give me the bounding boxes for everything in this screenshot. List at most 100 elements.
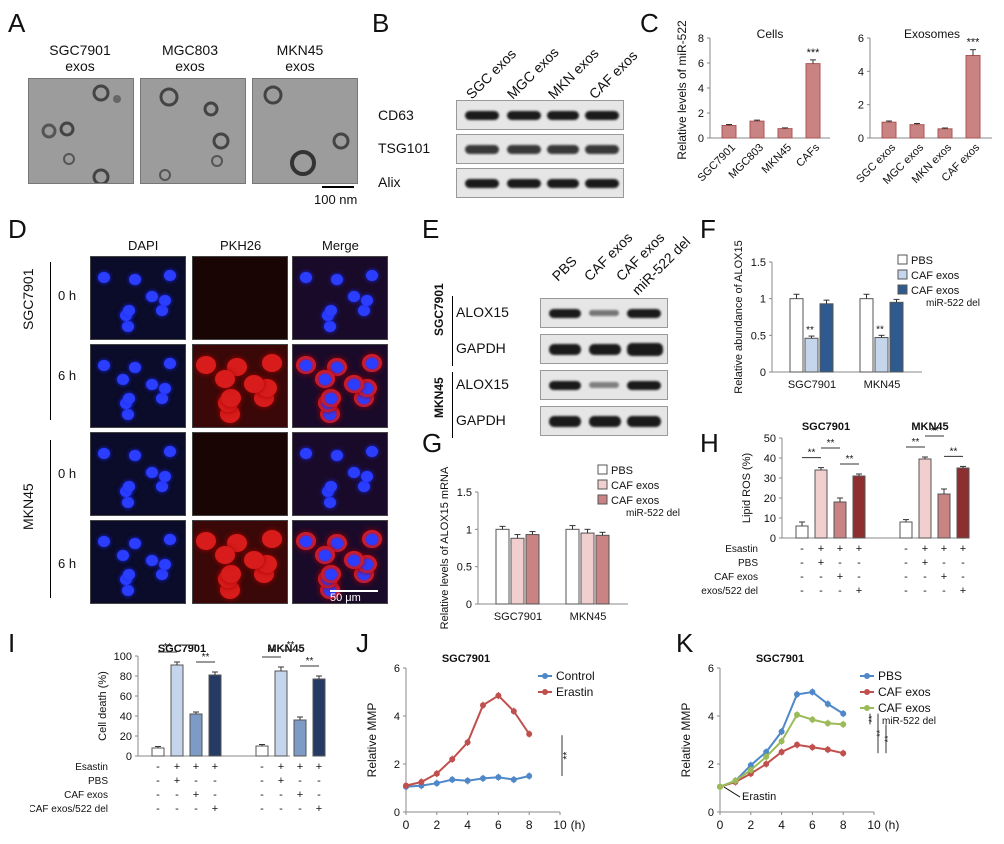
y-tick-label: 1 xyxy=(466,524,472,536)
y-tick-label: 40 xyxy=(120,711,132,723)
condition-sign: - xyxy=(279,803,283,815)
condition-sign: - xyxy=(942,585,946,597)
condition-sign: - xyxy=(819,571,823,583)
legend-label: CAF exos xyxy=(911,285,960,297)
group-label-mkn: MKN45 xyxy=(20,483,36,530)
bar xyxy=(852,475,866,539)
legend-marker xyxy=(864,705,870,711)
time-label: 6 h xyxy=(58,556,77,571)
fluorescence-image xyxy=(90,520,186,604)
condition-sign: + xyxy=(174,761,180,773)
legend-label: miR-522 del xyxy=(882,716,936,727)
condition-label: CAF exos xyxy=(714,572,758,583)
y-tick-label: 6 xyxy=(858,33,864,45)
annotation-label: Erastin xyxy=(742,791,776,803)
y-tick-label: 2 xyxy=(394,759,400,771)
group-title: MKN45 xyxy=(911,421,948,433)
group-label-mkn: MKN45 xyxy=(432,377,446,418)
bar xyxy=(170,664,184,757)
condition-sign: - xyxy=(904,543,908,555)
annotation-arrow xyxy=(723,786,741,798)
panel-label-f: F xyxy=(700,214,716,244)
legend-label: CAF exos xyxy=(911,270,960,282)
condition-sign: - xyxy=(156,775,160,787)
col-label-merge: Merge xyxy=(322,238,359,253)
legend-label: CAF exos xyxy=(611,495,660,507)
col-label-dapi: DAPI xyxy=(128,238,159,253)
condition-sign: - xyxy=(838,585,842,597)
legend-label: miR-522 del xyxy=(926,298,980,309)
condition-sign: - xyxy=(260,789,264,801)
x-axis-label: (h) xyxy=(885,818,900,832)
y-tick-label: 20 xyxy=(764,493,776,505)
condition-label: Esastin xyxy=(75,762,108,773)
y-axis-label: Relative MMP xyxy=(679,703,693,778)
condition-sign: + xyxy=(212,803,218,815)
fluorescence-image xyxy=(192,520,288,604)
condition-sign: - xyxy=(800,571,804,583)
legend-label: CAF exos xyxy=(611,480,660,492)
condition-sign: - xyxy=(923,585,927,597)
x-tick-label: 0 xyxy=(403,818,410,832)
significance-marker: ** xyxy=(808,448,816,459)
y-tick-label: 6 xyxy=(708,663,714,675)
chart-title: SGC7901 xyxy=(756,653,804,665)
bar xyxy=(189,713,203,757)
condition-label: CAF exos/522 del xyxy=(700,586,758,597)
condition-sign: - xyxy=(213,775,217,787)
y-tick-label: 50 xyxy=(764,433,776,445)
chart-g: 0 0.5 1 1.5 Relative levels of ALOX15 mRNA SG… xyxy=(439,464,680,629)
chart-j: 0 2 4 6 Relative MMP SGC7901 0 2 4 6 8 10 (h) Control… xyxy=(365,653,595,832)
bar xyxy=(595,534,610,605)
blot-alox15-mkn xyxy=(540,370,668,400)
legend-marker xyxy=(864,673,870,679)
blot-tsg101 xyxy=(456,134,624,164)
x-tick-label: MKN45 xyxy=(760,142,794,176)
panel-label-c: C xyxy=(640,8,659,38)
condition-sign: - xyxy=(800,585,804,597)
condition-label: PBS xyxy=(738,558,758,569)
y-tick-label: 80 xyxy=(120,671,132,683)
fluorescence-image xyxy=(192,256,288,340)
y-tick-label: 4 xyxy=(394,711,400,723)
bar xyxy=(937,493,951,539)
panel-label-d: D xyxy=(8,214,27,244)
y-tick-label: 4 xyxy=(708,711,714,723)
condition-sign: - xyxy=(156,789,160,801)
condition-sign: - xyxy=(298,775,302,787)
condition-sign: - xyxy=(156,803,160,815)
bar xyxy=(819,303,834,373)
chart-title: Exosomes xyxy=(904,27,960,41)
bar xyxy=(833,501,847,539)
condition-sign: - xyxy=(961,571,965,583)
significance-marker: ** xyxy=(867,715,877,723)
bar xyxy=(874,337,889,373)
condition-sign: - xyxy=(317,789,321,801)
bar xyxy=(881,121,897,139)
blot-alix xyxy=(456,168,624,198)
scale-bar-d xyxy=(330,590,378,592)
x-tick-label: CAFs xyxy=(794,141,822,169)
bar xyxy=(805,63,821,139)
condition-sign: - xyxy=(194,803,198,815)
condition-sign: - xyxy=(819,585,823,597)
y-tick-label: 2 xyxy=(698,108,704,120)
significance-marker: ** xyxy=(183,640,191,646)
y-tick-label: 0.5 xyxy=(457,562,472,574)
condition-sign: - xyxy=(961,557,965,569)
condition-sign: + xyxy=(316,803,322,815)
condition-sign: + xyxy=(922,543,928,555)
condition-sign: + xyxy=(837,543,843,555)
significance-marker: ** xyxy=(876,324,884,335)
y-tick-label: 1.5 xyxy=(457,487,472,499)
condition-sign: + xyxy=(278,761,284,773)
x-tick-label: 10 xyxy=(553,818,567,832)
y-tick-label: 6 xyxy=(394,663,400,675)
chart-title: SGC7901 xyxy=(442,653,490,665)
bar xyxy=(510,537,525,605)
y-tick-label: 2 xyxy=(708,759,714,771)
significance-marker: ** xyxy=(164,642,172,653)
col-label-pkh26: PKH26 xyxy=(220,238,262,253)
legend-marker xyxy=(542,689,548,695)
